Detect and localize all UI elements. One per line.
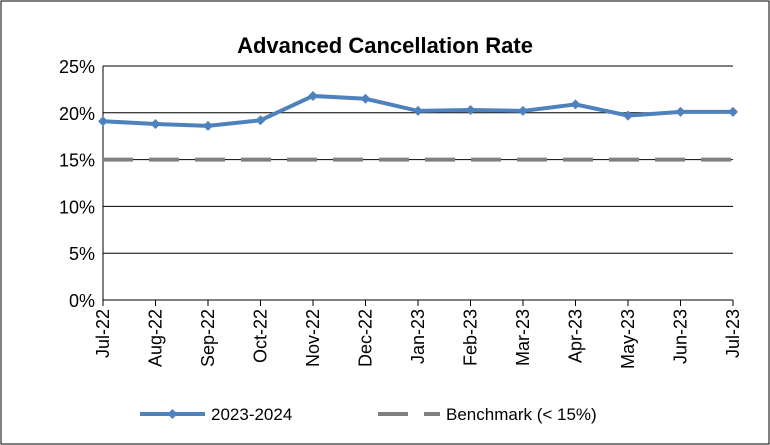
marker bbox=[308, 90, 318, 101]
x-tick-label: Mar-23 bbox=[513, 309, 533, 366]
marker bbox=[570, 99, 581, 110]
x-tick-label: Apr-23 bbox=[566, 309, 586, 363]
x-tick-label: Feb-23 bbox=[461, 309, 481, 366]
x-tick-label: Dec-22 bbox=[356, 309, 376, 367]
x-tick-label: Jan-23 bbox=[408, 309, 428, 364]
chart-title: Advanced Cancellation Rate bbox=[237, 33, 533, 58]
marker bbox=[623, 110, 633, 121]
legend-label: Benchmark (< 15%) bbox=[446, 405, 597, 424]
x-tick-label: May-23 bbox=[618, 309, 638, 369]
marker bbox=[98, 116, 108, 127]
x-tick-label: Nov-22 bbox=[303, 309, 323, 367]
x-tick-label: Jul-22 bbox=[93, 309, 113, 358]
x-tick-label: Aug-22 bbox=[146, 309, 166, 367]
marker bbox=[255, 115, 266, 126]
y-tick-label: 10% bbox=[59, 197, 95, 217]
x-tick-label: Sep-22 bbox=[198, 309, 218, 367]
marker bbox=[675, 106, 686, 117]
x-tick-label: Oct-22 bbox=[251, 309, 271, 363]
marker bbox=[465, 104, 476, 115]
marker bbox=[413, 105, 423, 116]
x-tick-label: Jul-23 bbox=[723, 309, 743, 358]
marker bbox=[360, 93, 371, 104]
marker bbox=[728, 106, 738, 117]
legend-label: 2023-2024 bbox=[211, 405, 292, 424]
marker bbox=[518, 105, 528, 116]
x-tick-label: Jun-23 bbox=[671, 309, 691, 364]
marker bbox=[203, 120, 213, 131]
legend-marker bbox=[167, 409, 178, 419]
y-tick-label: 20% bbox=[59, 104, 95, 124]
marker bbox=[150, 119, 161, 130]
y-tick-label: 0% bbox=[69, 291, 95, 311]
y-tick-label: 15% bbox=[59, 151, 95, 171]
y-tick-label: 5% bbox=[69, 244, 95, 264]
y-tick-label: 25% bbox=[59, 57, 95, 77]
